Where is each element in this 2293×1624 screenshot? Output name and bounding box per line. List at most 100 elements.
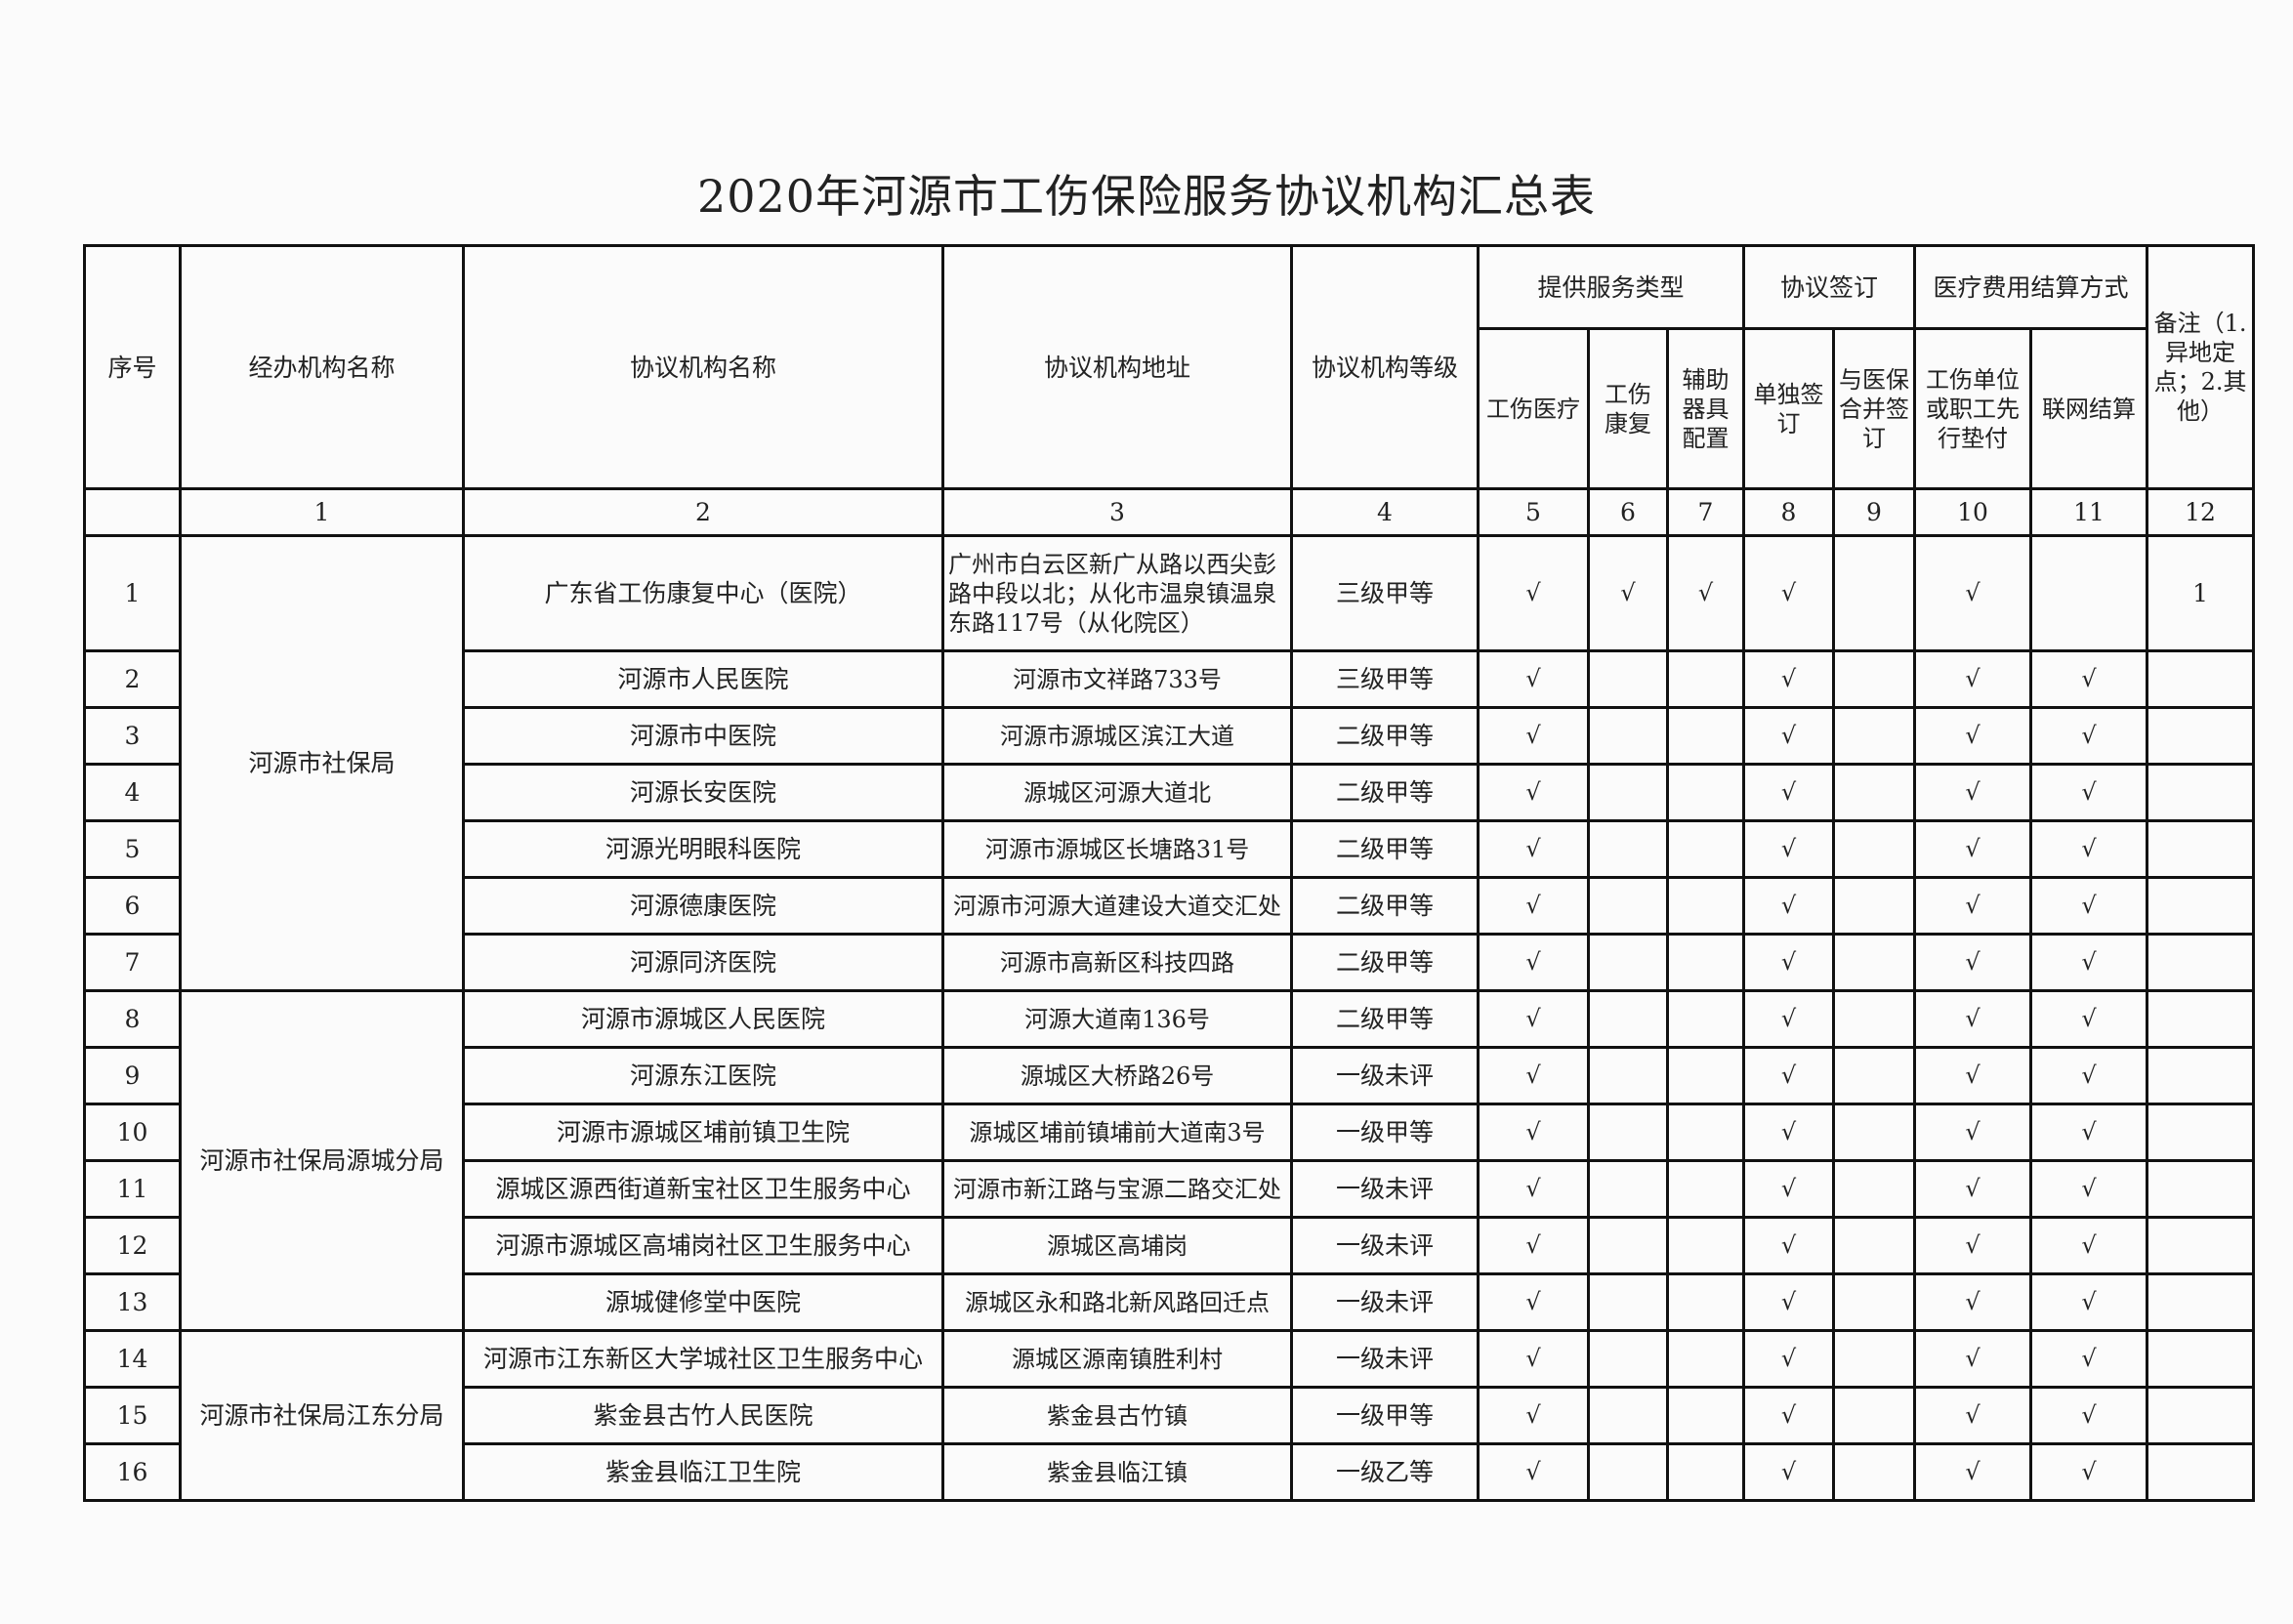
table-row: 13 源城健修堂中医院 源城区永和路北新风路回迁点 一级未评 √ √ √ √ [83, 1272, 2256, 1332]
check-cell-c5: √ [1477, 1103, 1590, 1162]
remark-cell [2146, 1216, 2256, 1275]
check-cell-c7: √ [1666, 534, 1745, 652]
check-cell-c9 [1831, 763, 1917, 822]
header-agency: 经办机构名称 [179, 244, 465, 490]
check-cell-c9 [1831, 1329, 1917, 1389]
header-settle-network: 联网结算 [2029, 327, 2149, 490]
institution-name-cell: 源城区源西街道新宝社区卫生服务中心 [462, 1159, 944, 1219]
check-cell-c5: √ [1477, 1159, 1590, 1219]
level-cell: 二级甲等 [1290, 763, 1480, 822]
institution-name-cell: 河源东江医院 [462, 1046, 944, 1105]
check-cell-c6 [1587, 763, 1669, 822]
seq-cell: 16 [83, 1442, 182, 1502]
check-cell-c11: √ [2029, 649, 2149, 709]
address-cell: 河源市源城区滨江大道 [941, 706, 1293, 766]
header-sign-combined: 与医保合并签订 [1831, 327, 1917, 490]
check-cell-c8: √ [1742, 534, 1835, 652]
check-cell-c5: √ [1477, 876, 1590, 936]
header-remark: 备注（1.异地定点；2.其他） [2146, 244, 2256, 490]
check-cell-c8: √ [1742, 1159, 1835, 1219]
level-cell: 一级未评 [1290, 1216, 1480, 1275]
header-settle-group: 医疗费用结算方式 [1913, 244, 2149, 330]
check-cell-c6 [1587, 989, 1669, 1049]
column-number: 9 [1831, 487, 1917, 537]
check-cell-c10: √ [1913, 763, 2033, 822]
check-cell-c7 [1666, 933, 1745, 992]
seq-cell: 13 [83, 1272, 182, 1332]
table-row: 2 河源市人民医院 河源市文祥路733号 三级甲等 √ √ √ √ [83, 649, 2256, 709]
check-cell-c7 [1666, 1103, 1745, 1162]
check-cell-c10: √ [1913, 1159, 2033, 1219]
address-cell: 源城区永和路北新风路回迁点 [941, 1272, 1293, 1332]
address-cell: 源城区高埔岗 [941, 1216, 1293, 1275]
remark-cell [2146, 1103, 2256, 1162]
address-cell: 源城区大桥路26号 [941, 1046, 1293, 1105]
check-cell-c5: √ [1477, 1216, 1590, 1275]
check-cell-c10: √ [1913, 1329, 2033, 1389]
check-cell-c8: √ [1742, 876, 1835, 936]
table-row: 7 河源同济医院 河源市高新区科技四路 二级甲等 √ √ √ √ [83, 933, 2256, 992]
column-number: 7 [1666, 487, 1745, 537]
check-cell-c8: √ [1742, 1046, 1835, 1105]
check-cell-c7 [1666, 819, 1745, 879]
check-cell-c5: √ [1477, 933, 1590, 992]
institution-name-cell: 河源市源城区埔前镇卫生院 [462, 1103, 944, 1162]
check-cell-c10: √ [1913, 989, 2033, 1049]
table-row: 3 河源市中医院 河源市源城区滨江大道 二级甲等 √ √ √ √ [83, 706, 2256, 766]
check-cell-c9 [1831, 989, 1917, 1049]
check-cell-c7 [1666, 706, 1745, 766]
check-cell-c6 [1587, 1329, 1669, 1389]
column-number: 3 [941, 487, 1293, 537]
check-cell-c8: √ [1742, 706, 1835, 766]
check-cell-c7 [1666, 1046, 1745, 1105]
check-cell-c9 [1831, 534, 1917, 652]
column-number: 2 [462, 487, 944, 537]
column-number: 8 [1742, 487, 1835, 537]
header-service-medical: 工伤医疗 [1477, 327, 1590, 490]
level-cell: 二级甲等 [1290, 706, 1480, 766]
agency-cell: 河源市社保局 [179, 534, 465, 992]
check-cell-c7 [1666, 1442, 1745, 1502]
check-cell-c8: √ [1742, 819, 1835, 879]
seq-cell: 6 [83, 876, 182, 936]
check-cell-c9 [1831, 1103, 1917, 1162]
level-cell: 二级甲等 [1290, 876, 1480, 936]
column-number: 10 [1913, 487, 2033, 537]
check-cell-c6: √ [1587, 534, 1669, 652]
seq-cell: 2 [83, 649, 182, 709]
check-cell-c5: √ [1477, 706, 1590, 766]
check-cell-c8: √ [1742, 1103, 1835, 1162]
column-number: 12 [2146, 487, 2256, 537]
check-cell-c9 [1831, 819, 1917, 879]
institution-name-cell: 紫金县古竹人民医院 [462, 1386, 944, 1445]
column-number: 5 [1477, 487, 1590, 537]
check-cell-c11: √ [2029, 1046, 2149, 1105]
seq-cell: 8 [83, 989, 182, 1049]
header-seq: 序号 [83, 244, 182, 490]
check-cell-c6 [1587, 876, 1669, 936]
check-cell-c6 [1587, 1103, 1669, 1162]
check-cell-c11: √ [2029, 876, 2149, 936]
institution-name-cell: 河源市源城区人民医院 [462, 989, 944, 1049]
table-row: 14 河源市社保局江东分局 河源市江东新区大学城社区卫生服务中心 源城区源南镇胜利村一… [83, 1329, 2256, 1502]
institution-name-cell: 河源同济医院 [462, 933, 944, 992]
check-cell-c10: √ [1913, 534, 2033, 652]
check-cell-c7 [1666, 1386, 1745, 1445]
level-cell: 二级甲等 [1290, 819, 1480, 879]
level-cell: 一级未评 [1290, 1329, 1480, 1389]
check-cell-c9 [1831, 876, 1917, 936]
check-cell-c9 [1831, 1386, 1917, 1445]
level-cell: 三级甲等 [1290, 649, 1480, 709]
check-cell-c10: √ [1913, 1442, 2033, 1502]
institution-name-cell: 广东省工伤康复中心（医院） [462, 534, 944, 652]
check-cell-c11: √ [2029, 1159, 2149, 1219]
check-cell-c8: √ [1742, 649, 1835, 709]
check-cell-c8: √ [1742, 989, 1835, 1049]
level-cell: 一级未评 [1290, 1159, 1480, 1219]
check-cell-c7 [1666, 1216, 1745, 1275]
check-cell-c11: √ [2029, 819, 2149, 879]
header-service-rehab: 工伤康复 [1587, 327, 1669, 490]
check-cell-c11: √ [2029, 933, 2149, 992]
check-cell-c5: √ [1477, 649, 1590, 709]
remark-cell [2146, 706, 2256, 766]
